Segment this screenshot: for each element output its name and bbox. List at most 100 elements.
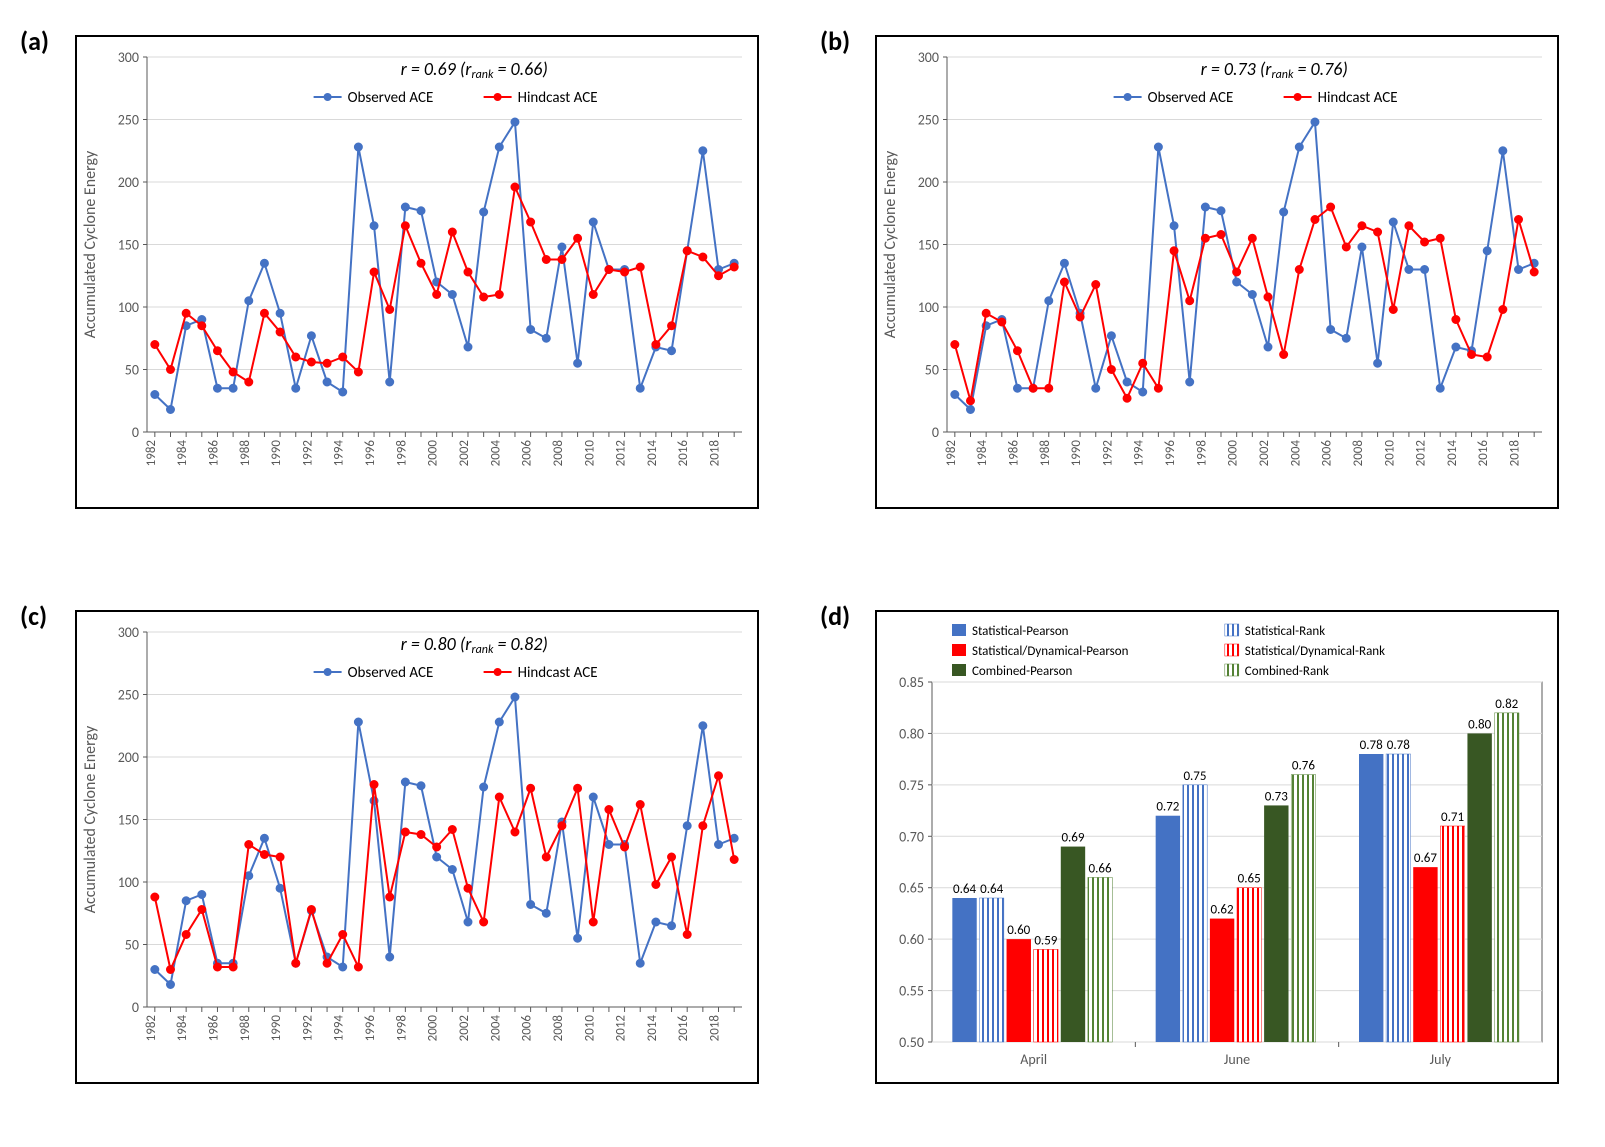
svg-text:150: 150: [118, 237, 139, 254]
chart-b: 0501001502002503001982198419861988199019…: [875, 35, 1559, 509]
svg-text:2016: 2016: [676, 440, 691, 467]
svg-text:0.69: 0.69: [1061, 831, 1084, 846]
svg-text:Observed ACE: Observed ACE: [348, 664, 434, 682]
chart-d: 0.50 0.55 0.60 0.65 0.70 0.75 0.80 0.85 April 0.6…: [875, 610, 1559, 1084]
panel-label-b: (b): [820, 25, 850, 57]
panel-label-c: (c): [20, 600, 47, 632]
svg-text:250: 250: [118, 112, 139, 129]
svg-text:200: 200: [118, 174, 139, 191]
svg-text:250: 250: [118, 687, 139, 704]
figure-root: (a) (b) (c) (d) 050100150200250300198219…: [0, 0, 1605, 1147]
svg-text:2006: 2006: [1320, 440, 1335, 467]
svg-text:2006: 2006: [520, 440, 535, 467]
svg-text:Accumulated Cyclone Energy: Accumulated Cyclone Energy: [81, 150, 100, 338]
svg-text:Observed ACE: Observed ACE: [1148, 89, 1234, 107]
svg-text:0.55: 0.55: [899, 983, 924, 1000]
svg-text:Statistical-Rank: Statistical-Rank: [1245, 624, 1325, 639]
svg-text:2006: 2006: [520, 1015, 535, 1042]
svg-text:50: 50: [925, 362, 939, 379]
svg-text:1996: 1996: [363, 440, 378, 467]
svg-text:1988: 1988: [238, 440, 253, 467]
svg-text:Accumulated Cyclone Energy: Accumulated Cyclone Energy: [881, 150, 900, 338]
svg-text:1986: 1986: [1006, 440, 1021, 467]
svg-text:1992: 1992: [300, 1015, 315, 1042]
svg-text:2018: 2018: [1508, 440, 1523, 467]
svg-text:1984: 1984: [175, 440, 190, 467]
svg-text:0.65: 0.65: [899, 880, 924, 897]
svg-text:0.80: 0.80: [899, 725, 924, 742]
svg-text:0.76: 0.76: [1292, 759, 1315, 774]
svg-text:2004: 2004: [1288, 440, 1303, 467]
svg-text:1992: 1992: [300, 440, 315, 467]
svg-text:100: 100: [118, 874, 139, 891]
svg-text:2000: 2000: [426, 1015, 441, 1042]
svg-text:0.75: 0.75: [899, 777, 924, 794]
svg-text:1982: 1982: [944, 440, 959, 467]
svg-text:1982: 1982: [144, 440, 159, 467]
svg-text:50: 50: [125, 362, 139, 379]
svg-text:r = 0.69 (rrank = 0.66): r = 0.69 (rrank = 0.66): [401, 58, 548, 82]
svg-text:200: 200: [918, 174, 939, 191]
svg-text:0.64: 0.64: [953, 882, 976, 897]
svg-text:1988: 1988: [1038, 440, 1053, 467]
chart-c: 0501001502002503001982198419861988199019…: [75, 610, 759, 1084]
svg-text:1990: 1990: [269, 1015, 284, 1042]
svg-text:2010: 2010: [582, 1015, 597, 1042]
svg-text:Accumulated Cyclone Energy: Accumulated Cyclone Energy: [81, 725, 100, 913]
svg-text:0.66: 0.66: [1089, 861, 1112, 876]
svg-text:April: April: [1020, 1051, 1047, 1068]
svg-text:2002: 2002: [457, 440, 472, 467]
svg-text:1998: 1998: [394, 440, 409, 467]
svg-text:1994: 1994: [332, 1015, 347, 1042]
svg-text:1982: 1982: [144, 1015, 159, 1042]
svg-text:1990: 1990: [1069, 440, 1084, 467]
svg-text:0.62: 0.62: [1211, 903, 1234, 918]
svg-text:300: 300: [918, 49, 939, 66]
panel-label-a: (a): [20, 25, 49, 57]
svg-text:0.60: 0.60: [899, 931, 924, 948]
svg-text:200: 200: [118, 749, 139, 766]
svg-text:0.78: 0.78: [1360, 738, 1383, 753]
svg-text:1984: 1984: [175, 1015, 190, 1042]
svg-text:Hindcast ACE: Hindcast ACE: [1318, 89, 1398, 107]
svg-text:Statistical/Dynamical-Rank: Statistical/Dynamical-Rank: [1245, 644, 1385, 659]
svg-text:July: July: [1430, 1051, 1452, 1068]
svg-text:r = 0.80 (rrank = 0.82): r = 0.80 (rrank = 0.82): [401, 633, 548, 657]
svg-text:0.73: 0.73: [1265, 789, 1288, 804]
svg-text:2008: 2008: [551, 1015, 566, 1042]
svg-text:0.85: 0.85: [899, 674, 924, 691]
svg-text:0: 0: [132, 999, 139, 1016]
svg-text:Observed ACE: Observed ACE: [348, 89, 434, 107]
svg-text:1986: 1986: [206, 440, 221, 467]
svg-text:0.75: 0.75: [1183, 769, 1206, 784]
svg-text:2018: 2018: [708, 1015, 723, 1042]
svg-text:2004: 2004: [488, 1015, 503, 1042]
svg-text:June: June: [1224, 1051, 1250, 1068]
svg-text:2014: 2014: [645, 440, 660, 467]
svg-text:0.70: 0.70: [899, 828, 924, 845]
svg-text:0.80: 0.80: [1468, 717, 1491, 732]
svg-text:2002: 2002: [1257, 440, 1272, 467]
svg-text:1986: 1986: [206, 1015, 221, 1042]
svg-text:1988: 1988: [238, 1015, 253, 1042]
svg-text:1994: 1994: [1132, 440, 1147, 467]
svg-text:1996: 1996: [363, 1015, 378, 1042]
svg-text:Hindcast ACE: Hindcast ACE: [518, 89, 598, 107]
svg-text:0.82: 0.82: [1495, 697, 1518, 712]
svg-text:Combined-Pearson: Combined-Pearson: [972, 664, 1072, 679]
svg-text:1996: 1996: [1163, 440, 1178, 467]
svg-text:1998: 1998: [1194, 440, 1209, 467]
svg-text:0.78: 0.78: [1387, 738, 1410, 753]
svg-text:300: 300: [118, 49, 139, 66]
svg-text:0.72: 0.72: [1156, 800, 1179, 815]
svg-text:1990: 1990: [269, 440, 284, 467]
svg-text:2012: 2012: [614, 440, 629, 467]
svg-text:2016: 2016: [1476, 440, 1491, 467]
svg-text:Hindcast ACE: Hindcast ACE: [518, 664, 598, 682]
svg-text:0.60: 0.60: [1007, 923, 1030, 938]
panel-label-d: (d): [820, 600, 850, 632]
svg-text:0.50: 0.50: [899, 1034, 924, 1051]
svg-text:0.64: 0.64: [980, 882, 1003, 897]
svg-text:0.71: 0.71: [1441, 810, 1464, 825]
svg-text:r = 0.73 (rrank = 0.76): r = 0.73 (rrank = 0.76): [1201, 58, 1348, 82]
